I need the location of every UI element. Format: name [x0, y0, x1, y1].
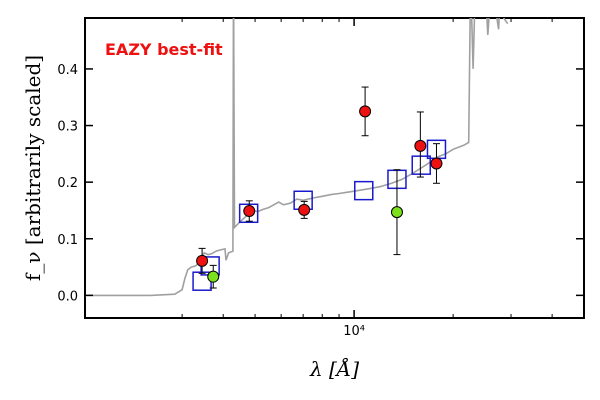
axis-ticks: 0.0 0.1 0.2 0.3 0.4 10⁴	[57, 18, 584, 339]
y-tick-label: 0.4	[57, 63, 78, 78]
y-tick-label: 0.3	[57, 120, 78, 135]
plot-frame	[84, 17, 585, 319]
observed-point	[196, 254, 209, 267]
observed-point	[414, 139, 427, 152]
observed-point	[298, 203, 311, 216]
template-sed-line	[85, 18, 509, 297]
y-tick-label: 0.1	[57, 233, 78, 248]
fit-annotation: EAZY best-fit	[105, 40, 223, 59]
observed-points	[196, 86, 443, 289]
observed-point	[430, 157, 443, 170]
plot-area: 0.0 0.1 0.2 0.3 0.4 10⁴	[57, 17, 585, 339]
model-point	[354, 180, 374, 201]
x-tick-label: 10⁴	[343, 324, 365, 339]
y-tick-label: 0.0	[57, 289, 78, 304]
model-point	[238, 203, 259, 224]
y-tick-label: 0.2	[57, 176, 78, 191]
x-axis-label: λ [Å]	[309, 356, 359, 381]
observed-point	[207, 270, 220, 283]
observed-point	[359, 105, 372, 118]
y-axis-label: f_ν [arbitrarily scaled]	[21, 55, 45, 281]
template-sed	[85, 18, 509, 297]
model-point	[411, 155, 431, 175]
model-points	[192, 139, 447, 291]
observed-point	[390, 206, 403, 219]
observed-point	[243, 205, 256, 218]
